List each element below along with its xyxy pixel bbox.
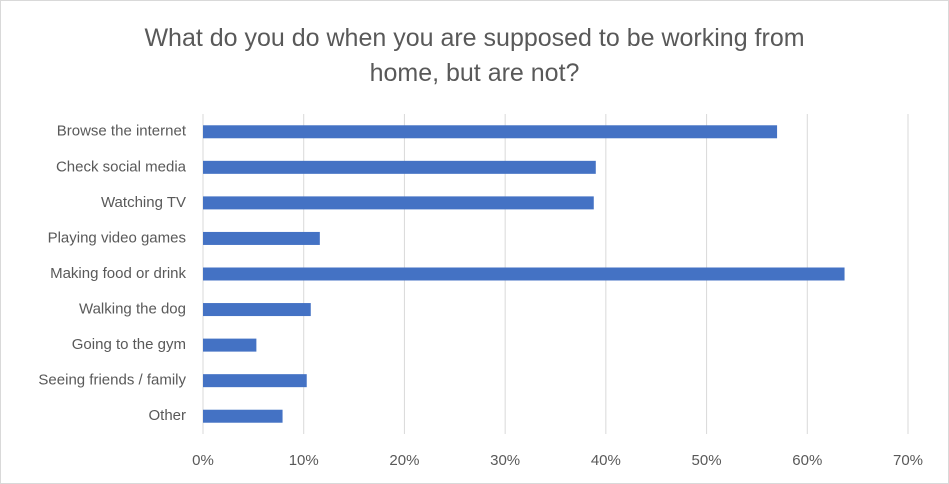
bar bbox=[203, 125, 778, 139]
y-tick-label: Watching TV bbox=[101, 194, 186, 211]
x-tick-label: 50% bbox=[692, 452, 722, 469]
y-tick-label: Playing video games bbox=[48, 229, 186, 246]
bar bbox=[203, 303, 311, 317]
x-tick-label: 10% bbox=[289, 452, 319, 469]
bar bbox=[203, 231, 320, 245]
y-tick-label: Going to the gym bbox=[72, 336, 186, 353]
y-tick-label: Making food or drink bbox=[50, 265, 186, 282]
y-tick-label: Browse the internet bbox=[57, 123, 187, 140]
x-tick-label: 0% bbox=[192, 452, 214, 469]
y-tick-label: Seeing friends / family bbox=[38, 372, 186, 389]
bar bbox=[203, 196, 594, 210]
x-tick-label: 70% bbox=[893, 452, 923, 469]
x-tick-label: 20% bbox=[389, 452, 419, 469]
y-tick-label: Check social media bbox=[56, 158, 187, 175]
x-tick-label: 60% bbox=[792, 452, 822, 469]
x-tick-label: 30% bbox=[490, 452, 520, 469]
y-tick-label: Other bbox=[148, 407, 186, 424]
chart-title: What do you do when you are supposed to … bbox=[144, 24, 805, 87]
bar bbox=[203, 409, 283, 423]
y-tick-label: Walking the dog bbox=[79, 301, 186, 318]
bar bbox=[203, 338, 257, 352]
x-tick-label: 40% bbox=[591, 452, 621, 469]
bar bbox=[203, 374, 307, 388]
bar bbox=[203, 267, 845, 281]
bar bbox=[203, 160, 596, 174]
